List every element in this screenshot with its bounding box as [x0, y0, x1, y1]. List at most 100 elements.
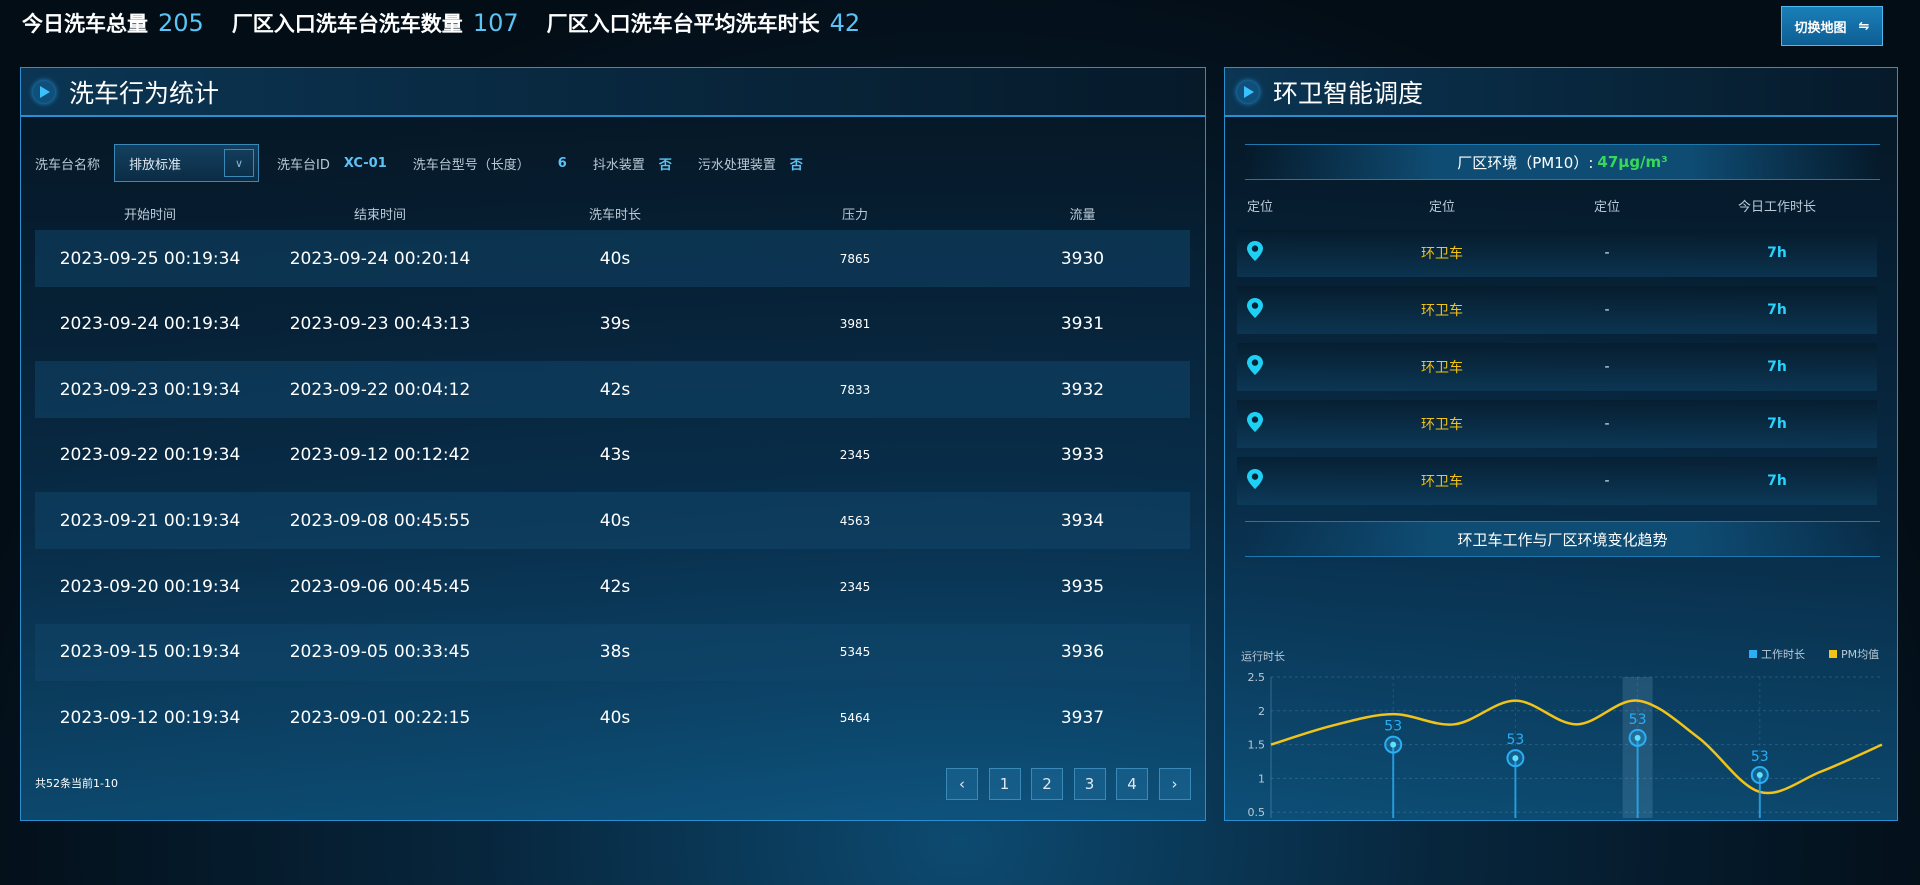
page-button[interactable]: 4 — [1116, 768, 1148, 800]
cell-duration: 39s — [599, 314, 631, 335]
stat-entrance-washes: 厂区入口洗车台洗车数量 107 — [232, 8, 519, 38]
vehicle-row[interactable]: 环卫车 - 7h — [1237, 229, 1877, 277]
location-pin-icon[interactable] — [1237, 298, 1347, 322]
cell-end-time: 2023-09-06 00:45:45 — [289, 576, 471, 597]
prev-page-button[interactable]: ‹ — [946, 768, 978, 800]
work-hours-marker-dot — [1634, 734, 1641, 741]
page-button[interactable]: 3 — [1073, 768, 1106, 800]
station-name-label: 洗车台名称 — [35, 157, 101, 173]
stat-label: 今日洗车总量 — [22, 12, 148, 36]
work-hours-label: 53 — [1751, 749, 1769, 765]
trend-title: 环卫车工作与厂区环境变化趋势 — [1245, 521, 1880, 557]
panel-header: 洗车行为统计 — [21, 68, 1205, 117]
cell-pressure: 5464 — [839, 710, 871, 725]
stat-value: 42 — [829, 9, 861, 37]
vehicle-row[interactable]: 环卫车 - 7h — [1237, 457, 1877, 505]
y-tick-label: 2.5 — [1248, 671, 1266, 684]
pm10-value: 47μg/m³ — [1597, 153, 1668, 171]
cell-duration: 38s — [599, 642, 631, 663]
table-row[interactable]: 2023-09-22 00:19:34 2023-09-12 00:12:42 43… — [35, 427, 1190, 484]
stat-avg-duration: 厂区入口洗车台平均洗车时长 42 — [547, 8, 861, 38]
cell-start-time: 2023-09-12 00:19:34 — [59, 707, 241, 728]
station-id-value: XC-01 — [343, 155, 387, 171]
location-pin-icon[interactable] — [1237, 469, 1347, 493]
vehicle-work-hours: 7h — [1767, 245, 1787, 261]
vehicle-row[interactable]: 环卫车 - 7h — [1237, 400, 1877, 448]
table-row[interactable]: 2023-09-23 00:19:34 2023-09-22 00:04:12 42… — [35, 361, 1190, 419]
location-pin-icon[interactable] — [1237, 412, 1347, 436]
summary-stats: 今日洗车总量 205 厂区入口洗车台洗车数量 107 厂区入口洗车台平均洗车时长 42 — [22, 8, 860, 38]
sewage-device-label: 污水处理装置 — [697, 157, 776, 173]
work-hours-marker-dot — [1512, 755, 1519, 762]
table-header: 开始时间 结束时间 洗车时长 压力 流量 — [35, 204, 1190, 223]
cell-start-time: 2023-09-23 00:19:34 — [59, 379, 241, 400]
cell-start-time: 2023-09-15 00:19:34 — [59, 642, 241, 663]
stat-total-washes: 今日洗车总量 205 — [22, 8, 204, 38]
page-button[interactable]: 2 — [1031, 768, 1063, 800]
next-page-button[interactable]: › — [1158, 768, 1191, 800]
col-location-2: 定位 — [1428, 200, 1455, 215]
vehicle-type: 环卫车 — [1421, 246, 1463, 262]
col-location-3: 定位 — [1593, 200, 1620, 215]
page-button[interactable]: 1 — [988, 768, 1021, 800]
table-row[interactable]: 2023-09-20 00:19:34 2023-09-06 00:45:45 42… — [35, 558, 1190, 615]
cell-end-time: 2023-09-12 00:12:42 — [289, 445, 471, 466]
work-hours-marker-dot — [1390, 741, 1397, 748]
cell-pressure: 5345 — [839, 645, 871, 660]
cell-pressure: 7833 — [839, 382, 871, 397]
cell-flow: 3935 — [1060, 576, 1105, 597]
cell-end-time: 2023-09-08 00:45:55 — [289, 510, 471, 531]
swap-arrows-icon: ⇋ — [1858, 18, 1870, 34]
work-hours-marker-dot — [1756, 772, 1763, 779]
cell-start-time: 2023-09-25 00:19:34 — [59, 248, 241, 269]
vehicle-type: 环卫车 — [1421, 474, 1463, 490]
cell-end-time: 2023-09-22 00:04:12 — [289, 379, 471, 400]
vehicle-row[interactable]: 环卫车 - 7h — [1237, 286, 1877, 334]
table-row[interactable]: 2023-09-24 00:19:34 2023-09-23 00:43:13 39… — [35, 296, 1190, 353]
work-hours-label: 53 — [1506, 732, 1524, 748]
panel-title: 环卫智能调度 — [1273, 78, 1424, 108]
table-row[interactable]: 2023-09-15 00:19:34 2023-09-05 00:33:45 38… — [35, 623, 1190, 681]
vehicle-row[interactable]: 环卫车 - 7h — [1237, 343, 1877, 391]
cell-start-time: 2023-09-21 00:19:34 — [59, 510, 241, 531]
play-icon — [1237, 80, 1259, 103]
switch-map-label: 切换地图 — [1794, 20, 1847, 36]
cell-pressure: 7865 — [839, 251, 871, 266]
panel-header: 环卫智能调度 — [1225, 68, 1897, 117]
cell-duration: 43s — [599, 445, 631, 466]
station-select-value: 排放标准 — [129, 157, 182, 173]
switch-map-button[interactable]: 切换地图 ⇋ — [1781, 6, 1883, 46]
table-row[interactable]: 2023-09-12 00:19:34 2023-09-01 00:22:15 40… — [35, 689, 1190, 746]
vehicle-location: - — [1604, 245, 1610, 261]
cell-flow: 3934 — [1060, 510, 1105, 531]
wash-stats-panel: 洗车行为统计 洗车台名称 排放标准 ∨ 洗车台ID XC-01 洗车台型号（长度） 6… — [20, 67, 1206, 821]
location-pin-icon[interactable] — [1237, 241, 1347, 265]
cell-pressure: 2345 — [839, 579, 871, 594]
col-work-hours: 今日工作时长 — [1737, 200, 1816, 215]
work-hours-label: 53 — [1629, 712, 1647, 728]
table-row[interactable]: 2023-09-21 00:19:34 2023-09-08 00:45:55 40… — [35, 492, 1190, 550]
cell-end-time: 2023-09-23 00:43:13 — [289, 314, 471, 335]
cell-duration: 40s — [599, 707, 631, 728]
chevron-down-icon[interactable]: ∨ — [224, 149, 255, 177]
legend-label-work: 工作时长 — [1761, 648, 1805, 661]
vehicle-type: 环卫车 — [1421, 417, 1463, 433]
cell-flow: 3936 — [1060, 642, 1105, 663]
vehicle-work-hours: 7h — [1767, 359, 1787, 375]
station-select[interactable]: 排放标准 ∨ — [114, 144, 260, 182]
y-tick-label: 2 — [1258, 705, 1265, 718]
table-row[interactable]: 2023-09-25 00:19:34 2023-09-24 00:20:14 40… — [35, 230, 1190, 287]
pm10-label: 厂区环境（PM10）: — [1457, 153, 1594, 172]
location-pin-icon[interactable] — [1237, 355, 1347, 379]
vehicle-location: - — [1604, 473, 1610, 489]
y-tick-label: 1 — [1258, 772, 1265, 785]
sewage-device-value: 否 — [789, 157, 803, 173]
cell-start-time: 2023-09-22 00:19:34 — [59, 445, 241, 466]
cell-flow: 3933 — [1060, 445, 1105, 466]
cell-pressure: 2345 — [839, 448, 871, 463]
stat-label: 厂区入口洗车台平均洗车时长 — [546, 12, 820, 36]
cell-flow: 3932 — [1060, 379, 1105, 400]
cell-end-time: 2023-09-05 00:33:45 — [289, 642, 471, 663]
vehicle-location: - — [1604, 416, 1610, 432]
vehicle-work-hours: 7h — [1767, 302, 1787, 318]
